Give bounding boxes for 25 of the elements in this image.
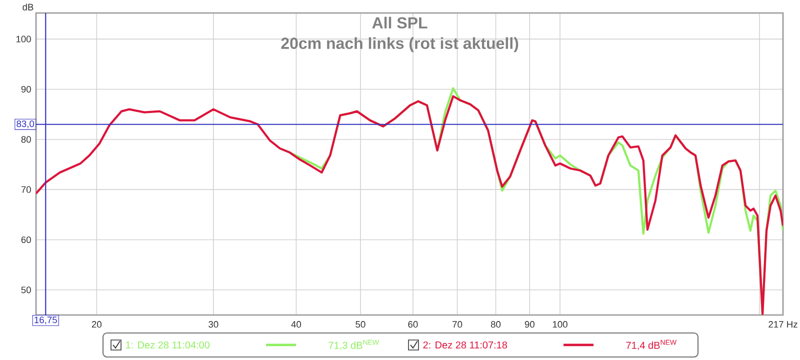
y-tick-label: 70 bbox=[21, 186, 31, 193]
x-tick-label: 60 bbox=[408, 321, 418, 328]
text: 2: Dez 28 11:07:18 bbox=[423, 341, 508, 349]
y-tick-label: 50 bbox=[21, 286, 31, 294]
x-tick-label: 80 bbox=[490, 321, 501, 328]
text: 1: Dez 28 11:04:00 bbox=[126, 341, 210, 349]
x-tick-label: 40 bbox=[291, 321, 302, 328]
ref-line-label: 16,75 bbox=[34, 316, 57, 324]
text: 71,3 dB$^{NEW}$ bbox=[328, 340, 380, 350]
x-tick-label: 100 bbox=[552, 321, 568, 328]
y-axis-title: dB bbox=[22, 4, 34, 10]
x-tick-label: 30 bbox=[208, 321, 218, 328]
x-tick-label: 20 bbox=[92, 321, 102, 328]
text: 20cm nach links (rot ist aktuell) bbox=[281, 37, 518, 52]
x-tick-label: 50 bbox=[356, 321, 366, 328]
chart-title: All SPL bbox=[372, 16, 428, 29]
y-tick-label: 90 bbox=[21, 86, 31, 93]
y-tick-label: 100 bbox=[16, 36, 31, 42]
y-tick-label: 60 bbox=[21, 236, 31, 244]
x-tick-label: 217 Hz bbox=[768, 321, 798, 328]
ref-line-label: 83,0 bbox=[16, 120, 34, 128]
x-tick-label: 90 bbox=[524, 321, 534, 328]
x-tick-label: 70 bbox=[452, 321, 462, 328]
y-tick-label: 80 bbox=[21, 136, 31, 143]
text: 71,4 dB$^{NEW}$ bbox=[626, 340, 677, 350]
